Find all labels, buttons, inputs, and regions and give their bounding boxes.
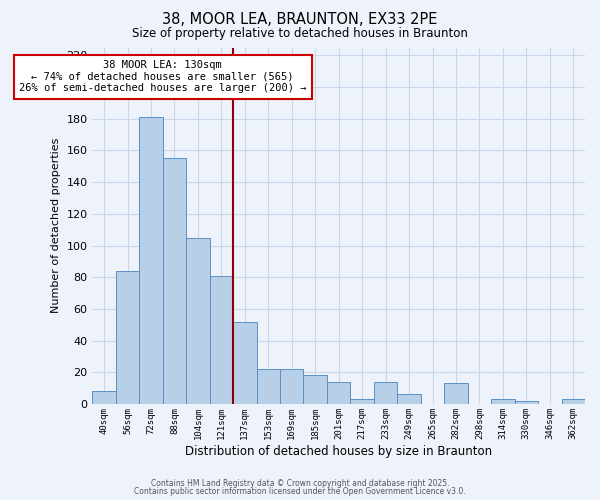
Bar: [186, 238, 209, 404]
Bar: [562, 399, 585, 404]
X-axis label: Distribution of detached houses by size in Braunton: Distribution of detached houses by size …: [185, 444, 492, 458]
Bar: [397, 394, 421, 404]
Bar: [350, 399, 374, 404]
Bar: [139, 117, 163, 404]
Bar: [257, 369, 280, 404]
Bar: [515, 400, 538, 404]
Text: Contains public sector information licensed under the Open Government Licence v3: Contains public sector information licen…: [134, 487, 466, 496]
Bar: [444, 384, 467, 404]
Text: Contains HM Land Registry data © Crown copyright and database right 2025.: Contains HM Land Registry data © Crown c…: [151, 478, 449, 488]
Bar: [374, 382, 397, 404]
Text: Size of property relative to detached houses in Braunton: Size of property relative to detached ho…: [132, 28, 468, 40]
Bar: [491, 399, 515, 404]
Bar: [116, 271, 139, 404]
Bar: [280, 369, 304, 404]
Bar: [209, 276, 233, 404]
Bar: [304, 376, 327, 404]
Text: 38 MOOR LEA: 130sqm
← 74% of detached houses are smaller (565)
26% of semi-detac: 38 MOOR LEA: 130sqm ← 74% of detached ho…: [19, 60, 307, 94]
Y-axis label: Number of detached properties: Number of detached properties: [50, 138, 61, 314]
Bar: [327, 382, 350, 404]
Text: 38, MOOR LEA, BRAUNTON, EX33 2PE: 38, MOOR LEA, BRAUNTON, EX33 2PE: [163, 12, 437, 28]
Bar: [233, 322, 257, 404]
Bar: [163, 158, 186, 404]
Bar: [92, 391, 116, 404]
